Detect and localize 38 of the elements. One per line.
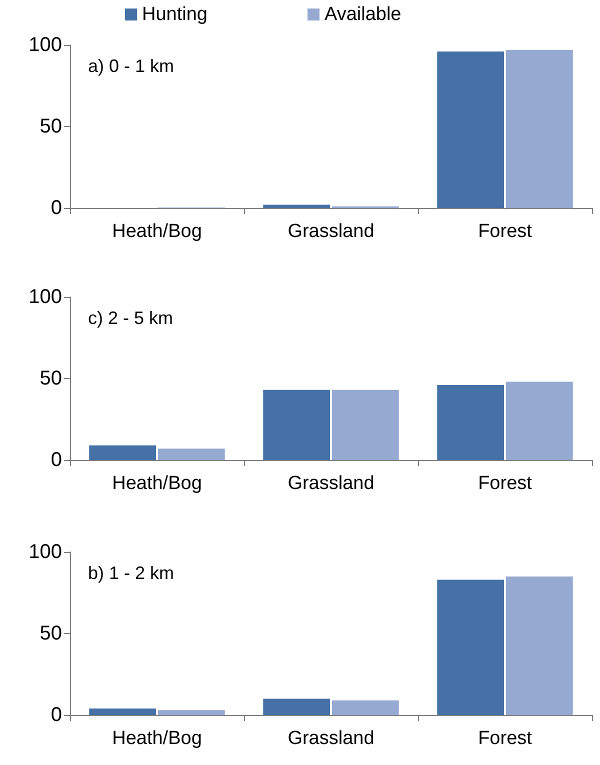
x-tick-label: Forest (478, 473, 533, 494)
bar (437, 385, 504, 460)
bar (89, 445, 156, 460)
y-tick-label: 100 (28, 286, 62, 308)
bar (263, 390, 330, 460)
x-tick-label: Grassland (288, 728, 374, 749)
bar (89, 708, 156, 715)
annotation: c) 2 - 5 km (88, 308, 174, 328)
y-tick-label: 50 (40, 622, 62, 644)
annotation: a) 0 - 1 km (88, 56, 174, 76)
y-tick-label: 50 (40, 368, 62, 390)
y-tick-label: 0 (50, 449, 62, 471)
bar (263, 698, 330, 715)
legend-label: Available (324, 4, 402, 25)
x-tick-label: Heath/Bog (112, 473, 202, 494)
x-tick-label: Grassland (288, 221, 374, 242)
y-tick-label: 100 (28, 541, 62, 563)
bar (158, 710, 225, 715)
x-tick-label: Grassland (288, 473, 374, 494)
bar (437, 580, 504, 715)
legend-label: Hunting (142, 4, 208, 25)
bar (506, 576, 573, 715)
bar (263, 204, 330, 208)
x-tick-label: Forest (478, 221, 533, 242)
x-tick-label: Forest (478, 728, 533, 749)
y-tick-label: 100 (28, 34, 62, 56)
bar (506, 382, 573, 460)
x-tick-label: Heath/Bog (112, 728, 202, 749)
y-tick-label: 0 (50, 704, 62, 726)
bar (506, 50, 573, 208)
bar (158, 448, 225, 460)
y-tick-label: 0 (50, 197, 62, 219)
bar (332, 390, 399, 460)
bar (437, 52, 504, 208)
x-tick-label: Heath/Bog (112, 221, 202, 242)
bar (332, 700, 399, 715)
annotation: b) 1 - 2 km (88, 563, 174, 583)
y-tick-label: 50 (40, 116, 62, 138)
